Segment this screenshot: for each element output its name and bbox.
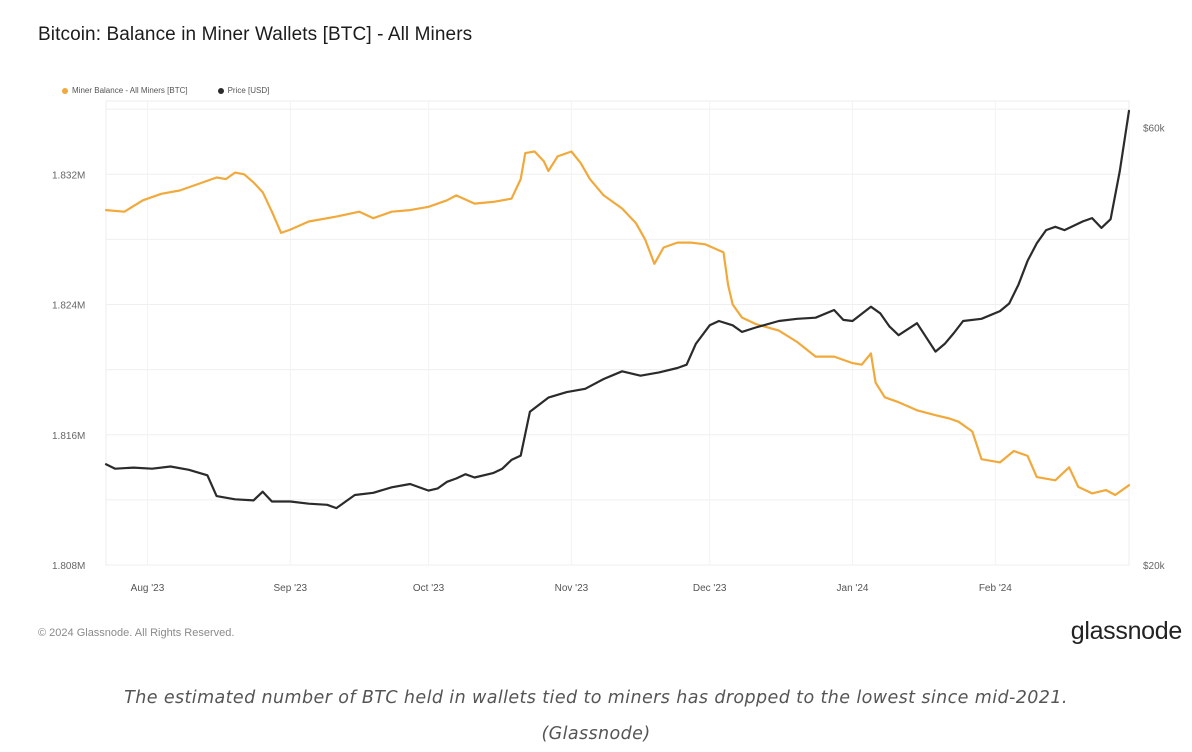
x-axis-tick-label: Feb '24 xyxy=(979,583,1012,594)
legend-dot-black-icon xyxy=(217,87,224,94)
left-axis-tick-label: 1.832M xyxy=(52,170,85,181)
x-axis-tick-label: Dec '23 xyxy=(693,583,727,594)
copyright-text: © 2024 Glassnode. All Rights Reserved. xyxy=(38,627,235,639)
x-axis-tick-label: Nov '23 xyxy=(555,583,589,594)
x-axis-tick-label: Aug '23 xyxy=(131,583,165,594)
figure-caption: The estimated number of BTC held in wall… xyxy=(0,680,1192,752)
caption-line-1: The estimated number of BTC held in wall… xyxy=(124,688,1068,708)
left-axis-tick-label: 1.824M xyxy=(52,301,85,312)
right-axis-tick-label: $60k xyxy=(1143,123,1166,134)
series-line-miner-balance[interactable] xyxy=(104,150,1131,497)
x-axis-tick-label: Oct '23 xyxy=(413,583,445,594)
left-axis-tick-label: 1.816M xyxy=(52,431,85,442)
chart-canvas: 1.808M 1.816M 1.824M 1.832M $20k $60k Aug '23 S… xyxy=(52,100,1166,594)
right-axis-tick-label: $20k xyxy=(1143,561,1166,572)
legend-dot-orange-icon xyxy=(62,87,68,94)
legend-item-miner-balance[interactable]: Miner Balance - All Miners [BTC] xyxy=(62,86,188,95)
chart-title: Bitcoin: Balance in Miner Wallets [BTC] … xyxy=(38,24,473,45)
left-axis-tick-label: 1.808M xyxy=(52,561,85,572)
legend-label-miner-balance: Miner Balance - All Miners [BTC] xyxy=(72,86,188,95)
glassnode-logo: glassnode xyxy=(1070,617,1183,645)
legend-label-price: Price [USD] xyxy=(227,86,270,95)
chart-legend: Miner Balance - All Miners [BTC] Price [… xyxy=(62,86,269,95)
legend-item-price[interactable]: Price [USD] xyxy=(217,86,270,95)
series-line-price[interactable] xyxy=(104,109,1131,510)
x-axis-tick-label: Jan '24 xyxy=(837,583,869,594)
x-axis-tick-label: Sep '23 xyxy=(274,583,308,594)
caption-line-2: (Glassnode) xyxy=(541,724,651,744)
